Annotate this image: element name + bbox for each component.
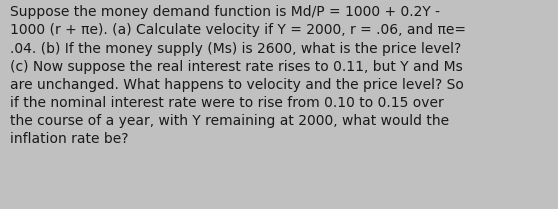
Text: Suppose the money demand function is Md/P = 1000 + 0.2Y -
1000 (r + πe). (a) Cal: Suppose the money demand function is Md/… xyxy=(10,5,466,147)
